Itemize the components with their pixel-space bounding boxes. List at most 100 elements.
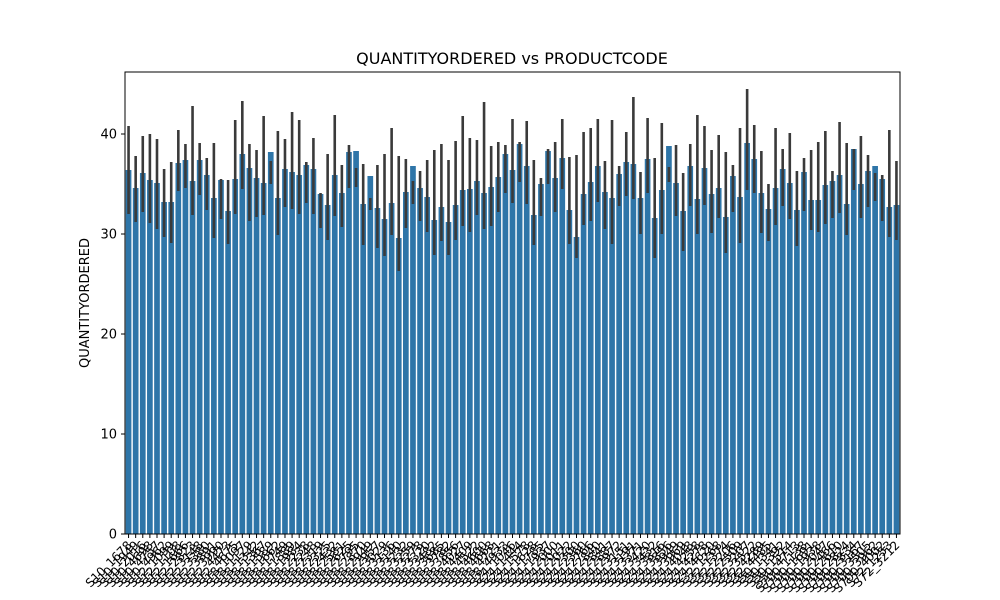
bar-S12_3891 (211, 198, 217, 534)
bar-S18_3136 (388, 203, 395, 534)
bar-S18_2319 (317, 194, 324, 534)
bar-S12_1666 (182, 160, 189, 534)
bar-S24_2360 (580, 194, 587, 534)
bar-S32_4289 (758, 193, 765, 534)
bar-S24_3856 (666, 146, 672, 534)
y-axis: 0 10 20 30 40 (100, 128, 125, 543)
bar-S24_3191 (630, 164, 637, 534)
bar-S50_4713 (794, 210, 800, 534)
error-bars-group (127, 89, 898, 271)
bar-S24_2011 (559, 158, 566, 534)
bar-S24_1578 (523, 166, 530, 534)
bar-S50_1341 (772, 188, 779, 534)
bar-S700_2834 (850, 149, 857, 534)
bar-S18_4933 (502, 154, 509, 534)
bar-S18_1129 (246, 168, 253, 534)
bar-S12_1099 (168, 202, 175, 534)
bar-S18_3029 (381, 219, 388, 534)
y-tick-label: 0 (109, 528, 117, 543)
bar-S32_1268 (715, 188, 722, 534)
bar-S18_2238 (303, 165, 310, 534)
y-tick-label: 10 (100, 428, 117, 443)
bar-S10_4698 (147, 180, 153, 534)
bar-S700_2047 (822, 185, 829, 534)
bar-S18_1889 (289, 172, 295, 534)
plot-frame (124, 71, 901, 535)
bar-S700_1691 (808, 200, 814, 534)
bar-S24_3371 (637, 198, 644, 534)
bar-S24_1937 (545, 151, 551, 534)
bar-S18_4668 (488, 187, 495, 534)
bar-S24_3420 (644, 159, 651, 534)
bar-S32_2206 (730, 176, 736, 534)
bar-S18_2870 (360, 204, 367, 534)
bar-S18_3140 (395, 238, 402, 534)
bar-S32_1374 (722, 217, 729, 534)
bar-S24_4278 (701, 168, 708, 534)
bar-S18_3320 (424, 197, 431, 534)
bar-S24_2022 (566, 210, 573, 534)
bar-S18_3685 (438, 207, 445, 534)
bar-S24_2766 (587, 182, 594, 534)
bar-S18_2957 (374, 208, 381, 534)
bar-S18_2795 (353, 151, 359, 534)
bar-S18_2581 (339, 193, 345, 534)
bar-S24_2887 (609, 198, 615, 534)
bar-S24_3969 (680, 211, 686, 534)
bar-S12_3148 (196, 160, 203, 534)
bar-S18_1342 (253, 178, 260, 534)
bar-S12_2823 (189, 181, 196, 534)
bar-S32_4485 (765, 209, 772, 534)
bar-S18_3856 (452, 205, 459, 534)
bar-S10_4962 (161, 202, 167, 534)
bar-S10_4757 (154, 183, 160, 534)
bar-S700_3167 (858, 184, 864, 534)
bar-S18_3278 (417, 188, 423, 534)
bar-S10_1949 (132, 188, 139, 534)
bar-S24_1785 (538, 184, 544, 534)
bar-S18_4027 (459, 190, 466, 534)
bar-S12_4473 (225, 211, 231, 534)
bar-S18_1367 (260, 183, 267, 534)
bar-S12_1108 (175, 163, 182, 534)
y-tick-label: 20 (100, 328, 117, 343)
bar-S12_3990 (218, 180, 224, 534)
bar-S18_2949 (367, 176, 374, 534)
bar-S50_1392 (779, 169, 786, 534)
bar-S18_1749 (282, 169, 288, 534)
bar-S700_2610 (836, 175, 843, 534)
bar-S18_1589 (267, 152, 274, 534)
bar-S700_2824 (843, 204, 850, 534)
bar-S24_3432 (651, 218, 658, 534)
bar-S18_2325 (324, 205, 331, 534)
bar-S32_3207 (744, 143, 750, 534)
bar-S24_1046 (509, 170, 516, 534)
bar-S700_1938 (815, 200, 822, 534)
bar-S24_3816 (658, 190, 665, 534)
bar-S18_2625 (346, 152, 352, 534)
bar-S10_1678 (125, 170, 132, 534)
bar-S700_4002 (879, 179, 886, 534)
bar-S700_2466 (829, 181, 836, 534)
y-tick-label: 40 (100, 128, 117, 143)
bar-S18_3232 (403, 192, 409, 534)
bar-S18_4600 (481, 193, 487, 534)
bar-S72_1253 (886, 207, 893, 534)
bar-S12_3380 (203, 175, 210, 534)
bar-S32_3522 (751, 159, 758, 534)
bar-S18_4721 (495, 177, 502, 534)
bar-S18_2248 (310, 169, 317, 534)
bar-S700_3505 (865, 171, 871, 534)
bar-S24_3949 (673, 183, 679, 534)
bars-group (125, 143, 900, 534)
bar-S18_4409 (466, 189, 473, 534)
bar-S24_2300 (573, 237, 580, 534)
bar-S50_1514 (786, 183, 793, 534)
bar-S10_2016 (139, 173, 146, 534)
bar-S18_1984 (296, 175, 303, 534)
bar-S18_3782 (445, 222, 452, 534)
bar-S24_4048 (687, 166, 694, 534)
chart-title: QUANTITYORDERED vs PRODUCTCODE (356, 49, 668, 68)
y-axis-label: QUANTITYORDERED (78, 238, 93, 368)
